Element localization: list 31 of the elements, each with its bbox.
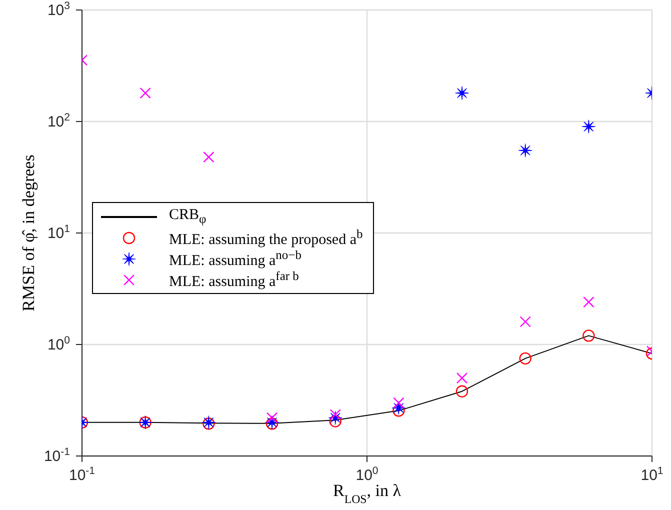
point (393, 397, 404, 408)
y-tick-label: 10$^{2}$ (47, 112, 70, 130)
point (456, 385, 468, 398)
legend-label: MLE: assuming the proposed a$^{b}$ (169, 226, 363, 248)
point (329, 415, 342, 428)
legend-label: MLE: assuming a$^{far b}$ (169, 268, 299, 290)
point (583, 296, 594, 308)
point (330, 409, 341, 420)
point (520, 316, 531, 328)
y-tick-label: 10$^{3}$ (47, 0, 70, 19)
point (266, 412, 278, 424)
y-axis-title: RMSE of φ̂, in degrees (19, 154, 38, 312)
x-tick-label: 10$^{1}$ (640, 465, 664, 484)
point (203, 151, 214, 163)
legend-label: MLE: assuming a$^{no−b}$ (169, 248, 302, 270)
x-tick-label: 10$^{0}$ (356, 465, 378, 484)
point (140, 87, 151, 99)
point (519, 352, 532, 365)
y-tick-label: 10$^{-1}$ (44, 446, 70, 465)
x-axis-title: R$_{LOS}$, in λ (332, 481, 402, 506)
y-tick-label: 10$^{0}$ (47, 334, 70, 354)
legend-label: CRB$_{φ}$ (169, 206, 206, 226)
point (392, 404, 405, 417)
point (582, 330, 595, 342)
point (392, 401, 406, 415)
point (455, 86, 469, 100)
x-tick-label: 10$^{-1}$ (68, 465, 96, 484)
point (518, 144, 532, 158)
point (582, 120, 596, 134)
point (456, 372, 468, 384)
y-tick-label: 10$^{1}$ (47, 223, 70, 242)
